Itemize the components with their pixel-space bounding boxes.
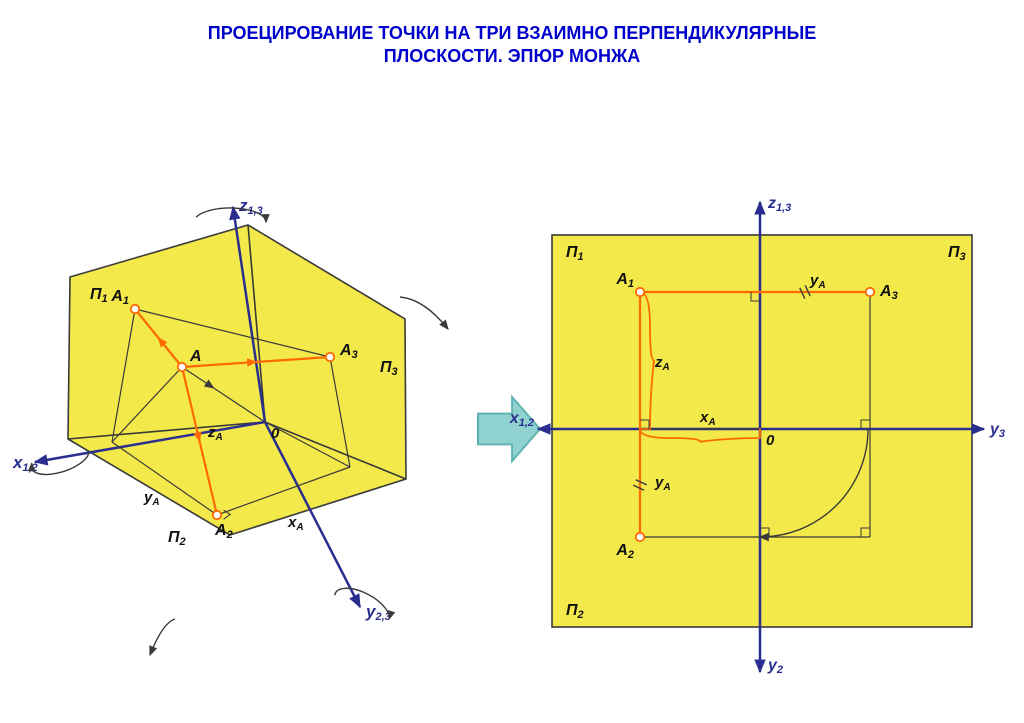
left-isometric-diagram: z1,3x1,2y2,30AA1A2A3П1П2П3xAyAzA [12,196,448,655]
svg-text:y3: y3 [989,421,1005,440]
svg-text:A: A [189,348,202,365]
title-line-1: ПРОЕЦИРОВАНИЕ ТОЧКИ НА ТРИ ВЗАИМНО ПЕРПЕ… [208,23,816,43]
svg-text:xA: xA [287,514,304,533]
diagram-canvas: z1,3x1,2y2,30AA1A2A3П1П2П3xAyAzAx1,2y3z1… [0,67,1024,717]
svg-text:y2,3: y2,3 [365,602,391,623]
page-title: ПРОЕЦИРОВАНИЕ ТОЧКИ НА ТРИ ВЗАИМНО ПЕРПЕ… [0,0,1024,67]
svg-text:z1,3: z1,3 [767,195,791,214]
title-line-2: ПЛОСКОСТИ. ЭПЮР МОНЖА [384,46,641,66]
svg-text:0: 0 [766,432,775,449]
svg-text:y2: y2 [767,657,783,676]
svg-text:П2: П2 [168,529,186,548]
transition-arrow [478,397,540,461]
right-epure-diagram: x1,2y3z1,3y20A1A2A3П1П2П3xAzAyAyA [509,195,1005,676]
